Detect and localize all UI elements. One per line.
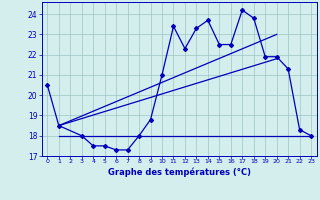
X-axis label: Graphe des températures (°C): Graphe des températures (°C) <box>108 167 251 177</box>
